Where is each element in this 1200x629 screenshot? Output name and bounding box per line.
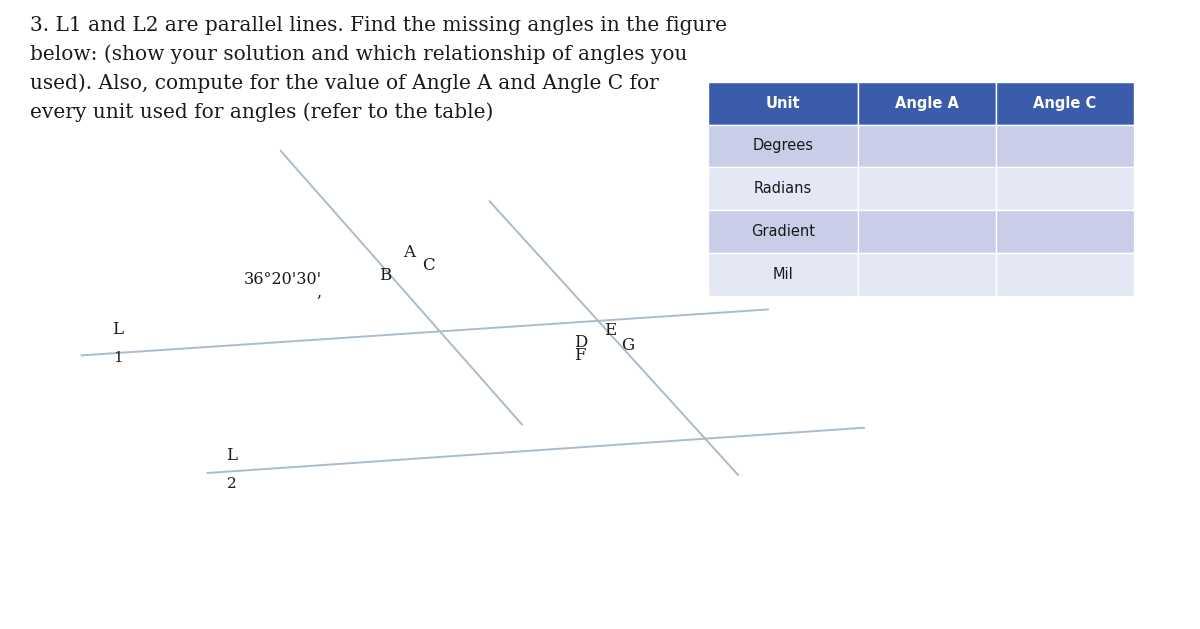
- Text: E: E: [604, 321, 616, 339]
- Text: F: F: [574, 347, 586, 364]
- Text: Unit: Unit: [766, 96, 800, 111]
- Text: Gradient: Gradient: [751, 224, 815, 239]
- Bar: [858, 253, 996, 296]
- Bar: [996, 167, 1134, 210]
- Bar: [996, 82, 1134, 125]
- Text: 36°20'30': 36°20'30': [244, 271, 322, 289]
- Bar: [858, 167, 996, 210]
- Text: Degrees: Degrees: [752, 138, 814, 153]
- Text: 3. L1 and L2 are parallel lines. Find the missing angles in the figure
below: (s: 3. L1 and L2 are parallel lines. Find th…: [30, 16, 727, 122]
- Bar: [996, 125, 1134, 167]
- Bar: [858, 210, 996, 253]
- Text: G: G: [622, 337, 635, 355]
- Text: B: B: [379, 267, 391, 284]
- Text: 1: 1: [113, 351, 122, 365]
- Text: L: L: [226, 447, 238, 464]
- Text: Angle A: Angle A: [895, 96, 959, 111]
- Bar: [708, 167, 858, 210]
- Bar: [708, 210, 858, 253]
- Bar: [996, 253, 1134, 296]
- Bar: [996, 210, 1134, 253]
- Text: 2: 2: [227, 477, 236, 491]
- Text: Angle C: Angle C: [1033, 96, 1097, 111]
- Text: Mil: Mil: [773, 267, 793, 282]
- Bar: [858, 125, 996, 167]
- Text: ,: ,: [317, 284, 322, 301]
- Bar: [858, 82, 996, 125]
- Bar: [708, 82, 858, 125]
- Bar: [708, 125, 858, 167]
- Text: L: L: [112, 321, 124, 338]
- Bar: [708, 253, 858, 296]
- Text: A: A: [403, 244, 415, 262]
- Text: C: C: [422, 257, 436, 274]
- Text: D: D: [574, 334, 587, 352]
- Text: Radians: Radians: [754, 181, 812, 196]
